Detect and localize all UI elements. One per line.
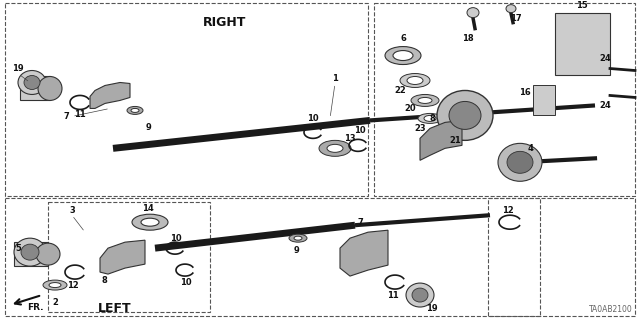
Ellipse shape [21,244,39,260]
Text: 18: 18 [462,34,474,43]
Text: 8: 8 [101,276,107,285]
Ellipse shape [437,91,493,140]
Ellipse shape [407,77,423,85]
Text: RIGHT: RIGHT [204,16,246,29]
Text: 19: 19 [426,303,438,313]
Ellipse shape [418,97,432,103]
Text: 24: 24 [599,101,611,110]
Ellipse shape [400,73,430,87]
Ellipse shape [132,214,168,230]
Ellipse shape [411,94,439,107]
Ellipse shape [38,77,62,100]
Bar [5,3,368,196]
Text: 21: 21 [449,136,461,145]
Ellipse shape [393,50,413,61]
Polygon shape [100,240,145,274]
Text: 4: 4 [527,144,533,153]
Ellipse shape [385,47,421,64]
Text: LEFT: LEFT [98,301,132,315]
Bar [5,198,540,316]
Ellipse shape [412,288,428,302]
Text: 10: 10 [170,234,182,243]
Ellipse shape [131,108,139,112]
Text: 7: 7 [63,112,69,121]
Text: 9: 9 [293,246,299,255]
Ellipse shape [319,140,351,156]
Text: 12: 12 [502,206,514,215]
Text: 14: 14 [142,204,154,213]
Ellipse shape [506,5,516,13]
Ellipse shape [467,8,479,18]
Text: 11: 11 [387,291,399,300]
Ellipse shape [418,114,442,123]
Text: 10: 10 [354,126,366,135]
Ellipse shape [43,280,67,290]
Ellipse shape [498,143,542,181]
Ellipse shape [49,283,61,287]
Ellipse shape [141,218,159,226]
Text: 20: 20 [404,104,416,113]
Ellipse shape [14,238,46,266]
Ellipse shape [507,151,533,173]
Ellipse shape [289,234,307,242]
Ellipse shape [24,76,40,89]
Ellipse shape [406,283,434,307]
Text: 12: 12 [67,281,79,290]
Text: 19: 19 [12,64,24,73]
Ellipse shape [424,115,436,122]
Text: TA0AB2100: TA0AB2100 [589,305,633,314]
Text: 22: 22 [394,86,406,95]
Ellipse shape [327,145,343,152]
Ellipse shape [449,101,481,130]
Text: 23: 23 [414,124,426,133]
Polygon shape [90,83,130,108]
Bar [374,3,635,196]
Text: 9: 9 [145,123,151,132]
Ellipse shape [18,70,46,94]
Text: 10: 10 [307,114,319,123]
Text: 2: 2 [52,298,58,307]
Bar [488,198,635,316]
Bar [533,85,555,115]
Text: 13: 13 [344,134,356,143]
Text: 11: 11 [74,110,86,119]
Text: 6: 6 [400,34,406,43]
Bar [20,77,50,100]
Text: 8: 8 [429,114,435,123]
Bar [555,13,610,76]
Bar [48,202,210,312]
Text: 7: 7 [357,218,363,227]
Text: 15: 15 [576,1,588,10]
Text: 5: 5 [15,244,21,253]
Ellipse shape [127,107,143,115]
Text: 10: 10 [180,278,192,286]
Bar [14,242,48,266]
Ellipse shape [294,236,302,240]
Ellipse shape [36,243,60,265]
Text: 3: 3 [69,206,75,215]
Text: 24: 24 [599,54,611,63]
Text: 1: 1 [332,74,338,83]
Polygon shape [340,230,388,276]
Text: FR.: FR. [27,302,44,312]
Text: 16: 16 [519,88,531,97]
Text: 17: 17 [510,14,522,23]
Polygon shape [420,120,462,160]
